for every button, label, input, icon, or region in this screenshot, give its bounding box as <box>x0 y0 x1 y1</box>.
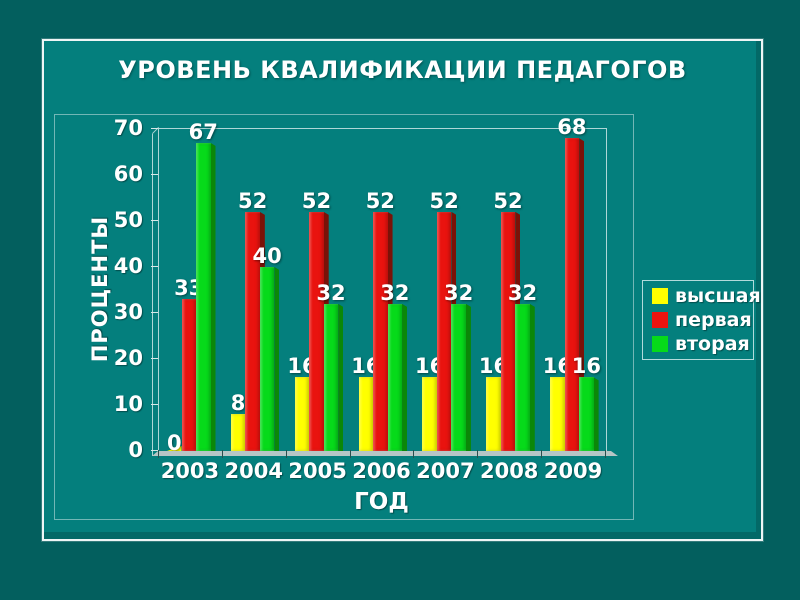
bar-side-вторая-2007 <box>465 303 471 451</box>
chart-frame <box>54 114 634 520</box>
y-axis-tick <box>151 358 158 359</box>
bar-value-label: 67 <box>188 119 218 144</box>
bar-value-label: 32 <box>507 280 538 305</box>
bar-side-вторая-2005 <box>338 303 344 451</box>
x-axis-tick <box>285 450 287 458</box>
y-axis-tick <box>151 128 158 129</box>
y-axis-tick <box>151 450 158 451</box>
x-axis-title: ГОД <box>354 489 409 515</box>
x-axis-tick <box>158 450 159 458</box>
x-axis-tick-label: 2008 <box>479 459 539 483</box>
y-axis-tick-label: 50 <box>113 208 143 232</box>
x-axis-tick <box>541 450 543 458</box>
plot-floor <box>152 451 618 456</box>
bar-вторая-2006 <box>387 303 403 451</box>
bar-первая-2006 <box>373 211 388 451</box>
bar-side-вторая-2004 <box>274 267 280 451</box>
bar-value-label: 16 <box>571 354 601 379</box>
x-axis-tick <box>605 450 606 458</box>
y-axis-tick <box>151 312 158 313</box>
x-axis-tick <box>413 450 415 458</box>
bar-value-label: 32 <box>444 280 474 305</box>
bar-value-label: 8 <box>230 391 246 416</box>
bar-вторая-2003 <box>196 142 211 451</box>
bar-value-label: 40 <box>252 244 282 268</box>
bar-side-вторая-2006 <box>402 303 408 451</box>
bar-высшая-2003 <box>167 446 182 451</box>
legend-label: высшая <box>675 285 761 307</box>
bar-side-вторая-2009 <box>593 377 599 451</box>
legend-label: первая <box>675 309 752 331</box>
bar-высшая-2004 <box>230 414 246 451</box>
bar-высшая-2006 <box>358 377 374 451</box>
bar-вторая-2005 <box>323 303 339 451</box>
y-axis-tick <box>151 404 158 405</box>
page-title: УРОВЕНЬ КВАЛИФИКАЦИИ ПЕДАГОГОВ <box>118 56 687 84</box>
bar-value-label: 52 <box>429 188 459 213</box>
bar-value-label: 52 <box>493 188 523 213</box>
x-axis-tick <box>221 450 223 458</box>
chart-plot-area: 0 33 67 8 52 40 16 52 32 16 52 32 16 52 32 16 52 32 16 68 16 <box>158 115 607 455</box>
legend-label: вторая <box>675 333 750 355</box>
bar-высшая-2005 <box>294 377 310 451</box>
y-axis-tick <box>151 266 158 267</box>
bar-value-label: 0 <box>166 431 182 455</box>
x-axis-tick-label: 2003 <box>160 459 220 483</box>
y-axis-tick <box>151 220 158 221</box>
plot-back-wall-edge <box>152 134 153 456</box>
bar-первая-2009 <box>564 138 580 451</box>
bar-высшая-2009 <box>550 377 565 451</box>
y-axis-tick-label: 0 <box>128 438 143 462</box>
y-axis-tick-label: 60 <box>113 162 143 186</box>
bar-value-label: 52 <box>237 188 268 213</box>
legend-swatch-вторая <box>652 336 668 352</box>
bar-первая-2004 <box>245 211 260 451</box>
y-axis-title: ПРОЦЕНТЫ <box>88 215 112 363</box>
x-axis-tick-label: 2009 <box>543 459 603 483</box>
y-axis-tick-label: 10 <box>113 392 143 416</box>
legend-swatch-высшая <box>652 288 668 304</box>
x-axis-tick-label: 2006 <box>352 459 411 483</box>
x-axis-tick-label: 2005 <box>288 459 347 483</box>
bar-вторая-2008 <box>515 303 530 451</box>
bar-value-label: 32 <box>380 280 410 305</box>
legend-swatch-первая <box>652 312 668 328</box>
bar-value-label: 68 <box>557 115 587 140</box>
bar-side-вторая-2008 <box>529 303 535 451</box>
x-axis-tick-label: 2004 <box>224 459 283 483</box>
bar-высшая-2008 <box>486 377 501 451</box>
bar-side-первая-2009 <box>579 138 585 451</box>
legend-item: вторая <box>652 334 753 354</box>
y-axis-tick-label: 70 <box>113 116 143 140</box>
bar-вторая-2004 <box>259 267 275 451</box>
legend: высшая первая вторая <box>642 280 761 360</box>
x-axis-tick-label: 2007 <box>416 459 475 483</box>
bar-вторая-2007 <box>451 303 466 451</box>
y-axis-tick-label: 20 <box>113 346 143 370</box>
legend-item: первая <box>652 310 753 330</box>
bar-высшая-2007 <box>422 377 437 451</box>
bar-первая-2008 <box>500 211 516 451</box>
slide: УРОВЕНЬ КВАЛИФИКАЦИИ ПЕДАГОГОВ 0 33 67 8 52 4… <box>42 39 763 541</box>
y-axis-tick <box>151 174 158 175</box>
x-axis-tick <box>349 450 351 458</box>
bar-value-label: 52 <box>365 188 395 213</box>
legend-item: высшая <box>652 286 761 306</box>
bar-первая-2003 <box>181 299 196 451</box>
bar-value-label: 32 <box>316 280 346 305</box>
bar-value-label: 52 <box>301 188 332 213</box>
bar-первая-2007 <box>436 211 452 451</box>
y-axis-tick-label: 40 <box>113 254 143 278</box>
bar-первая-2005 <box>309 211 324 451</box>
x-axis-tick <box>477 450 479 458</box>
bar-side-вторая-2003 <box>210 142 216 451</box>
bar-вторая-2009 <box>579 377 594 451</box>
y-axis-tick-label: 30 <box>113 300 143 324</box>
